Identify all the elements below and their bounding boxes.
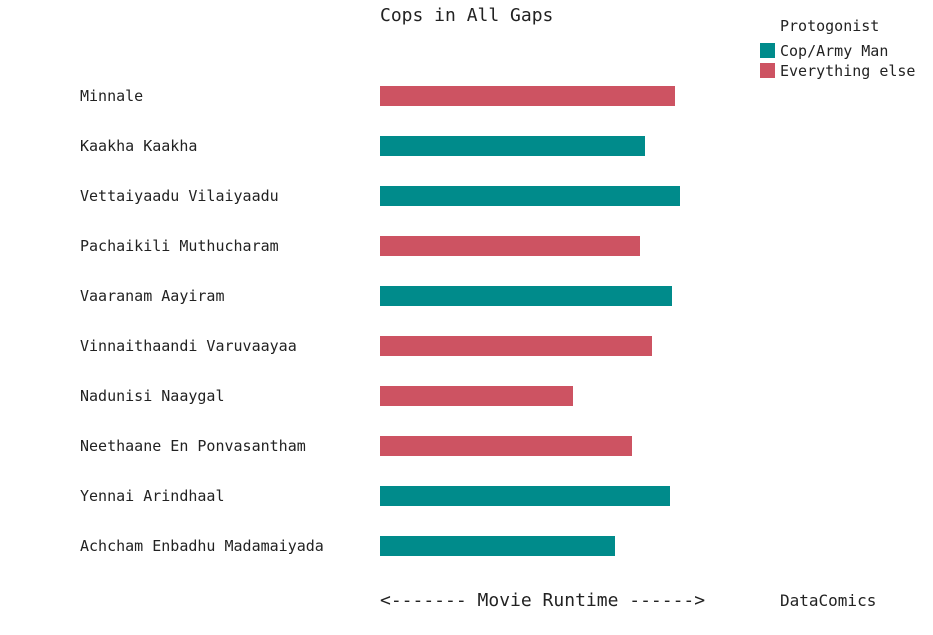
legend-swatch-cop bbox=[760, 43, 775, 58]
bar bbox=[380, 436, 632, 456]
category-label: Vaaranam Aayiram bbox=[80, 287, 225, 305]
category-label: Neethaane En Ponvasantham bbox=[80, 437, 306, 455]
category-label: Minnale bbox=[80, 87, 143, 105]
bar bbox=[380, 486, 670, 506]
chart-title: Cops in All Gaps bbox=[380, 5, 553, 26]
bar bbox=[380, 136, 645, 156]
bar bbox=[380, 236, 640, 256]
x-axis-label: <------- Movie Runtime ------> bbox=[380, 590, 705, 611]
category-label: Achcham Enbadhu Madamaiyada bbox=[80, 537, 324, 555]
category-label: Pachaikili Muthucharam bbox=[80, 237, 279, 255]
category-label: Kaakha Kaakha bbox=[80, 137, 197, 155]
bar bbox=[380, 336, 652, 356]
bar bbox=[380, 86, 675, 106]
category-label: Yennai Arindhaal bbox=[80, 487, 225, 505]
legend-title: Protogonist bbox=[780, 17, 879, 35]
bar bbox=[380, 536, 615, 556]
legend-label-other: Everything else bbox=[780, 62, 915, 80]
bar bbox=[380, 186, 680, 206]
bar bbox=[380, 386, 573, 406]
category-label: Vettaiyaadu Vilaiyaadu bbox=[80, 187, 279, 205]
bar bbox=[380, 286, 672, 306]
bars-group: Minnale Kaakha Kaakha Vettaiyaadu Vilaiyaa… bbox=[80, 86, 680, 556]
legend-label-cop: Cop/Army Man bbox=[780, 42, 888, 60]
legend-swatch-other bbox=[760, 63, 775, 78]
category-label: Vinnaithaandi Varuvaayaa bbox=[80, 337, 297, 355]
credit-text: DataComics bbox=[780, 591, 876, 610]
category-label: Nadunisi Naaygal bbox=[80, 387, 225, 405]
